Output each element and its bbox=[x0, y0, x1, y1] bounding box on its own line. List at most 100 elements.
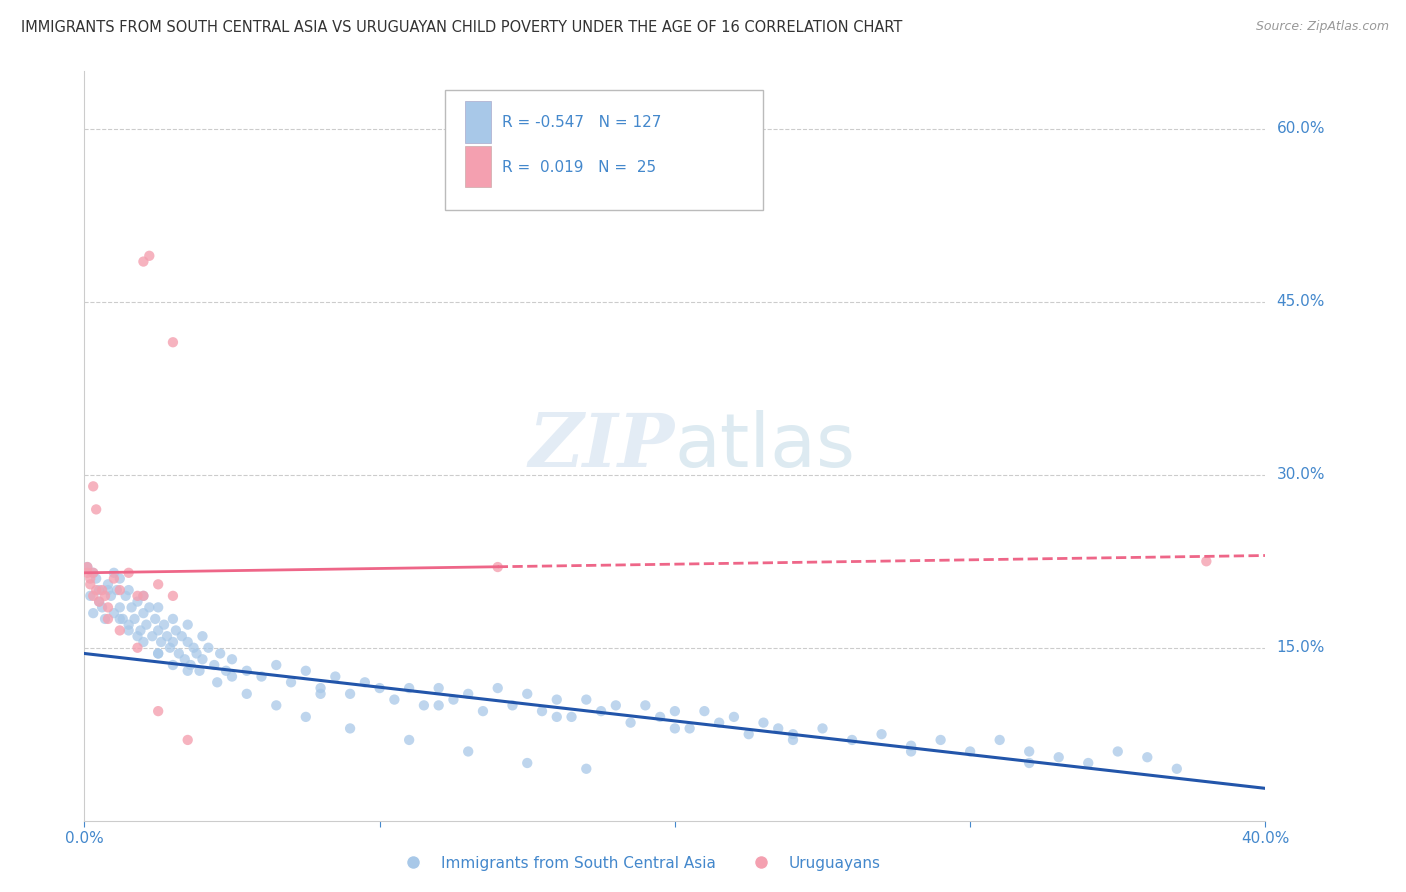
Point bbox=[162, 589, 184, 603]
Point bbox=[121, 600, 143, 615]
Point bbox=[215, 664, 238, 678]
Text: 60.0%: 60.0% bbox=[1277, 121, 1324, 136]
Point bbox=[167, 647, 190, 661]
Point bbox=[325, 669, 347, 683]
Point bbox=[84, 572, 107, 586]
Point bbox=[143, 612, 166, 626]
Point bbox=[153, 617, 176, 632]
Point bbox=[79, 589, 101, 603]
Point bbox=[180, 658, 202, 673]
Point bbox=[209, 647, 232, 661]
Point bbox=[679, 722, 702, 736]
Point bbox=[472, 704, 495, 718]
Point bbox=[457, 744, 479, 758]
Point bbox=[309, 687, 332, 701]
Point bbox=[91, 583, 114, 598]
Legend: Immigrants from South Central Asia, Uruguayans: Immigrants from South Central Asia, Urug… bbox=[392, 849, 887, 877]
Point bbox=[105, 583, 128, 598]
Point bbox=[457, 687, 479, 701]
Point bbox=[1166, 762, 1188, 776]
Text: R = -0.547   N = 127: R = -0.547 N = 127 bbox=[502, 115, 662, 130]
Point bbox=[108, 583, 131, 598]
Point bbox=[82, 566, 104, 580]
Point bbox=[103, 572, 125, 586]
Point bbox=[114, 589, 136, 603]
Point bbox=[531, 704, 554, 718]
Point bbox=[266, 698, 288, 713]
Point bbox=[150, 635, 173, 649]
Point bbox=[148, 647, 170, 661]
Point bbox=[135, 617, 157, 632]
Point bbox=[82, 479, 104, 493]
Point bbox=[1136, 750, 1159, 764]
Point bbox=[1195, 554, 1218, 568]
Point bbox=[82, 589, 104, 603]
Text: 30.0%: 30.0% bbox=[1277, 467, 1324, 483]
Point bbox=[250, 669, 273, 683]
Point bbox=[97, 600, 120, 615]
Point bbox=[634, 698, 657, 713]
Point bbox=[76, 566, 98, 580]
Text: atlas: atlas bbox=[675, 409, 856, 483]
Point bbox=[138, 600, 160, 615]
Point bbox=[191, 652, 214, 666]
Point bbox=[368, 681, 391, 695]
Point bbox=[413, 698, 436, 713]
Point bbox=[97, 583, 120, 598]
Point bbox=[752, 715, 775, 730]
Point bbox=[664, 722, 686, 736]
Point bbox=[79, 572, 101, 586]
Point bbox=[124, 612, 146, 626]
Point bbox=[127, 629, 149, 643]
Point bbox=[1047, 750, 1070, 764]
Point bbox=[561, 710, 583, 724]
Point bbox=[148, 624, 170, 638]
Point bbox=[141, 629, 163, 643]
Point bbox=[650, 710, 672, 724]
Point bbox=[138, 249, 160, 263]
Point bbox=[132, 635, 155, 649]
Point bbox=[782, 727, 804, 741]
Point bbox=[162, 635, 184, 649]
Point bbox=[988, 733, 1011, 747]
Text: Source: ZipAtlas.com: Source: ZipAtlas.com bbox=[1256, 20, 1389, 33]
Point bbox=[723, 710, 745, 724]
Point bbox=[295, 710, 318, 724]
Point bbox=[165, 624, 187, 638]
Point bbox=[959, 744, 981, 758]
Point bbox=[173, 652, 195, 666]
Point bbox=[84, 583, 107, 598]
Point bbox=[309, 681, 332, 695]
Point bbox=[186, 647, 208, 661]
Point bbox=[108, 624, 131, 638]
Point bbox=[207, 675, 229, 690]
Point bbox=[97, 577, 120, 591]
Point bbox=[132, 254, 155, 268]
Point bbox=[929, 733, 952, 747]
Text: R =  0.019   N =  25: R = 0.019 N = 25 bbox=[502, 160, 657, 175]
Point bbox=[221, 652, 243, 666]
Point bbox=[82, 566, 104, 580]
Point bbox=[605, 698, 627, 713]
Point bbox=[709, 715, 731, 730]
Point bbox=[108, 572, 131, 586]
Point bbox=[202, 658, 225, 673]
Point bbox=[768, 722, 790, 736]
Point bbox=[87, 594, 111, 608]
Point bbox=[177, 635, 200, 649]
Point bbox=[575, 692, 598, 706]
Point bbox=[575, 762, 598, 776]
Point bbox=[266, 658, 288, 673]
Point bbox=[197, 640, 219, 655]
Point bbox=[1018, 756, 1040, 770]
Point bbox=[97, 612, 120, 626]
Point bbox=[118, 617, 141, 632]
Point bbox=[87, 594, 111, 608]
Point bbox=[236, 687, 259, 701]
Point bbox=[111, 612, 134, 626]
Point bbox=[900, 739, 922, 753]
Point bbox=[841, 733, 863, 747]
Point bbox=[162, 335, 184, 350]
Point bbox=[129, 624, 152, 638]
Point bbox=[591, 704, 613, 718]
